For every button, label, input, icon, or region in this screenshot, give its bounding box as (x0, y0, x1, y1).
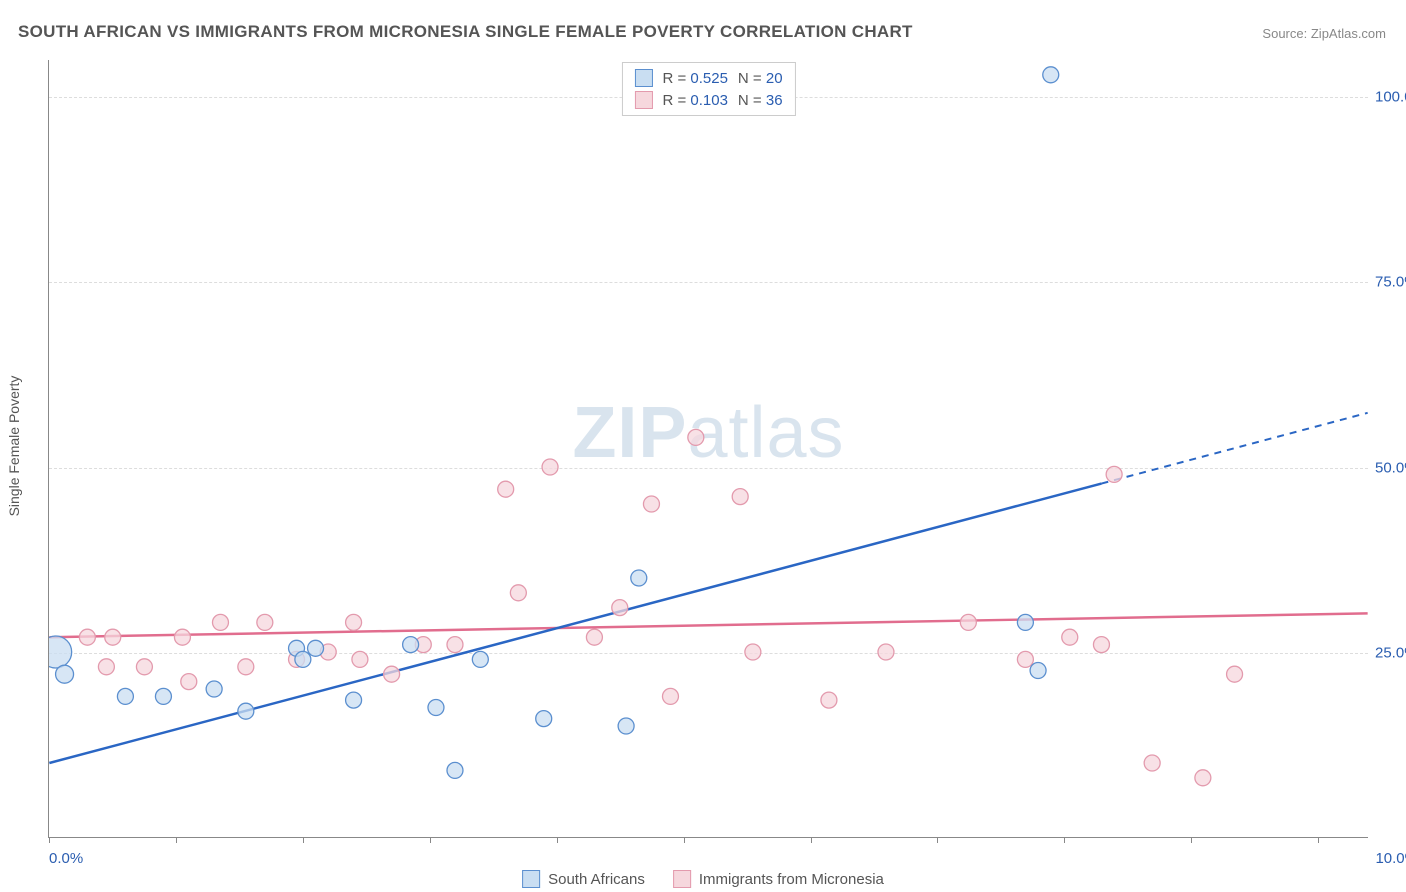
y-tick-label: 50.0% (1375, 459, 1406, 476)
legend-label-0: South Africans (548, 871, 645, 888)
chart-title: SOUTH AFRICAN VS IMMIGRANTS FROM MICRONE… (18, 22, 913, 42)
data-point-immigrants_micronesia (1093, 637, 1109, 653)
data-point-immigrants_micronesia (688, 429, 704, 445)
data-point-south_africans (536, 711, 552, 727)
r-stat-1: R = 0.103 (662, 92, 727, 109)
data-point-immigrants_micronesia (1106, 466, 1122, 482)
data-point-immigrants_micronesia (745, 644, 761, 660)
data-point-immigrants_micronesia (105, 629, 121, 645)
data-point-immigrants_micronesia (612, 600, 628, 616)
data-point-immigrants_micronesia (352, 651, 368, 667)
data-point-south_africans (403, 637, 419, 653)
n-stat-1: N = 36 (738, 92, 783, 109)
data-point-south_africans (56, 665, 74, 683)
data-point-immigrants_micronesia (662, 688, 678, 704)
swatch-pink (673, 870, 691, 888)
data-point-immigrants_micronesia (1017, 651, 1033, 667)
x-tick (303, 837, 304, 843)
correlation-legend: R = 0.525 N = 20 R = 0.103 N = 36 (621, 62, 795, 116)
data-point-immigrants_micronesia (1195, 770, 1211, 786)
data-point-immigrants_micronesia (98, 659, 114, 675)
data-point-immigrants_micronesia (732, 489, 748, 505)
n-stat-0: N = 20 (738, 70, 783, 87)
data-point-immigrants_micronesia (542, 459, 558, 475)
x-tick-label: 10.0% (1375, 850, 1406, 867)
data-point-south_africans (117, 688, 133, 704)
trend-line-dashed-south_africans (1101, 413, 1367, 484)
data-point-immigrants_micronesia (878, 644, 894, 660)
data-point-south_africans (308, 640, 324, 656)
data-point-south_africans (447, 762, 463, 778)
plot-svg (49, 60, 1368, 837)
data-point-immigrants_micronesia (174, 629, 190, 645)
data-point-south_africans (155, 688, 171, 704)
data-point-immigrants_micronesia (1227, 666, 1243, 682)
swatch-pink (634, 91, 652, 109)
data-point-immigrants_micronesia (960, 614, 976, 630)
legend-label-1: Immigrants from Micronesia (699, 871, 884, 888)
trend-line-immigrants_micronesia (49, 613, 1367, 637)
legend-item-1: Immigrants from Micronesia (673, 870, 884, 888)
data-point-immigrants_micronesia (257, 614, 273, 630)
x-tick (1064, 837, 1065, 843)
x-tick (176, 837, 177, 843)
data-point-south_africans (472, 651, 488, 667)
x-tick (811, 837, 812, 843)
source-attribution: Source: ZipAtlas.com (1262, 26, 1386, 41)
data-point-south_africans (1017, 614, 1033, 630)
y-axis-title: Single Female Poverty (6, 376, 22, 517)
swatch-blue (522, 870, 540, 888)
data-point-south_africans (238, 703, 254, 719)
swatch-blue (634, 69, 652, 87)
data-point-immigrants_micronesia (136, 659, 152, 675)
data-point-immigrants_micronesia (643, 496, 659, 512)
data-point-immigrants_micronesia (498, 481, 514, 497)
x-tick (1191, 837, 1192, 843)
series-legend: South Africans Immigrants from Micronesi… (522, 870, 884, 888)
data-point-south_africans (346, 692, 362, 708)
data-point-immigrants_micronesia (212, 614, 228, 630)
data-point-immigrants_micronesia (238, 659, 254, 675)
x-tick (557, 837, 558, 843)
data-point-south_africans (1043, 67, 1059, 83)
data-point-immigrants_micronesia (346, 614, 362, 630)
chart-container: SOUTH AFRICAN VS IMMIGRANTS FROM MICRONE… (0, 0, 1406, 892)
data-point-south_africans (618, 718, 634, 734)
data-point-immigrants_micronesia (1062, 629, 1078, 645)
correlation-row-1: R = 0.103 N = 36 (634, 89, 782, 111)
trend-line-south_africans (49, 484, 1101, 763)
data-point-immigrants_micronesia (79, 629, 95, 645)
legend-item-0: South Africans (522, 870, 645, 888)
y-tick-label: 25.0% (1375, 644, 1406, 661)
x-tick (49, 837, 50, 843)
data-point-south_africans (631, 570, 647, 586)
y-tick-label: 75.0% (1375, 274, 1406, 291)
data-point-immigrants_micronesia (181, 674, 197, 690)
data-point-south_africans (428, 700, 444, 716)
x-tick (430, 837, 431, 843)
data-point-immigrants_micronesia (1144, 755, 1160, 771)
x-tick (937, 837, 938, 843)
x-tick-label: 0.0% (49, 850, 83, 867)
plot-area: ZIPatlas R = 0.525 N = 20 R = 0.103 (48, 60, 1368, 838)
x-tick (1318, 837, 1319, 843)
r-stat-0: R = 0.525 (662, 70, 727, 87)
data-point-south_africans (1030, 663, 1046, 679)
data-point-immigrants_micronesia (447, 637, 463, 653)
source-value: ZipAtlas.com (1311, 26, 1386, 41)
data-point-south_africans (206, 681, 222, 697)
data-point-immigrants_micronesia (384, 666, 400, 682)
data-point-south_africans (49, 636, 72, 668)
data-point-immigrants_micronesia (821, 692, 837, 708)
data-point-south_africans (295, 651, 311, 667)
data-point-immigrants_micronesia (586, 629, 602, 645)
x-tick (684, 837, 685, 843)
correlation-row-0: R = 0.525 N = 20 (634, 67, 782, 89)
source-label: Source: (1262, 26, 1307, 41)
y-tick-label: 100.0% (1375, 89, 1406, 106)
data-point-immigrants_micronesia (510, 585, 526, 601)
